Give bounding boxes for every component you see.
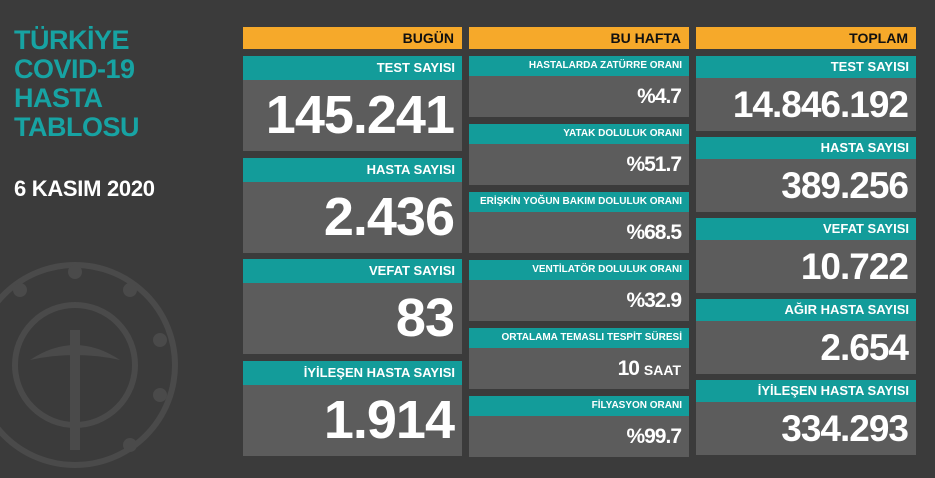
stat-value-box: 145.241 xyxy=(243,80,462,151)
emblem xyxy=(0,262,178,468)
stat-label: İYİLEŞEN HASTA SAYISI xyxy=(243,360,462,385)
stat-value-box: 1.914 xyxy=(243,384,462,456)
stat-value: %32.9 xyxy=(626,289,682,312)
title-line: TABLOSU xyxy=(14,112,140,142)
stat-label: VEFAT SAYISI xyxy=(696,218,916,240)
stat-card: ORTALAMA TEMASLI TESPİT SÜRESİ 10 SAAT xyxy=(469,328,689,389)
stat-card: VEFAT SAYISI 10.722 xyxy=(696,218,916,293)
stat-value-box: 10.722 xyxy=(696,240,916,293)
stat-value-box: 14.846.192 xyxy=(696,78,916,131)
stat-label: FİLYASYON ORANI xyxy=(469,396,689,416)
stat-label: AĞIR HASTA SAYISI xyxy=(696,299,916,321)
stat-label: HASTALARDA ZATÜRRE ORANI xyxy=(469,56,689,76)
stat-card: İYİLEŞEN HASTA SAYISI 334.293 xyxy=(696,380,916,455)
stat-value: 1.914 xyxy=(323,389,455,450)
stat-value-box: 83 xyxy=(243,283,462,354)
stat-value-box: %32.9 xyxy=(469,280,689,321)
stat-label: ERİŞKİN YOĞUN BAKIM DOLULUK ORANI xyxy=(469,192,689,212)
stat-card: FİLYASYON ORANI %99.7 xyxy=(469,396,689,457)
stat-value: %68.5 xyxy=(626,221,682,244)
stat-value-box: 334.293 xyxy=(696,402,916,455)
stat-card: HASTA SAYISI 2.436 xyxy=(243,157,462,253)
stat-value-box: %4.7 xyxy=(469,76,689,117)
title-line: TÜRKİYE xyxy=(14,25,130,55)
stat-card: AĞIR HASTA SAYISI 2.654 xyxy=(696,299,916,374)
stat-card: TEST SAYISI 145.241 xyxy=(243,56,462,151)
stat-label: TEST SAYISI xyxy=(243,56,462,80)
date: 6 KASIM 2020 xyxy=(14,176,155,201)
stat-value: 334.293 xyxy=(781,408,909,449)
stat-label: HASTA SAYISI xyxy=(243,157,462,182)
stat-label: İYİLEŞEN HASTA SAYISI xyxy=(696,380,916,402)
stat-value-box: %68.5 xyxy=(469,212,689,253)
stat-value: 2.654 xyxy=(820,327,909,368)
stat-card: YATAK DOLULUK ORANI %51.7 xyxy=(469,124,689,185)
stat-card: İYİLEŞEN HASTA SAYISI 1.914 xyxy=(243,360,462,456)
stat-value-box: 389.256 xyxy=(696,159,916,212)
stat-value-box: 2.654 xyxy=(696,321,916,374)
stat-value-box: %99.7 xyxy=(469,416,689,457)
column-heading: BU HAFTA xyxy=(469,27,689,49)
stat-value: 10 xyxy=(617,357,640,380)
stat-card: HASTALARDA ZATÜRRE ORANI %4.7 xyxy=(469,56,689,117)
title: TÜRKİYE COVID-19 HASTA TABLOSU xyxy=(14,25,140,142)
stat-unit: SAAT xyxy=(643,362,681,378)
stat-label: ORTALAMA TEMASLI TESPİT SÜRESİ xyxy=(469,328,689,348)
stat-value: 14.846.192 xyxy=(732,84,909,125)
stat-label: VENTİLATÖR DOLULUK ORANI xyxy=(469,260,689,280)
stat-card: HASTA SAYISI 389.256 xyxy=(696,137,916,212)
stat-value: %99.7 xyxy=(626,425,682,448)
stat-label: TEST SAYISI xyxy=(696,56,916,78)
stat-value: 389.256 xyxy=(781,165,909,206)
stat-label: VEFAT SAYISI xyxy=(243,259,462,283)
title-line: COVID-19 xyxy=(14,54,135,84)
stat-value: %4.7 xyxy=(637,85,682,108)
stat-value: %51.7 xyxy=(626,153,682,176)
stat-card: ERİŞKİN YOĞUN BAKIM DOLULUK ORANI %68.5 xyxy=(469,192,689,253)
title-line: HASTA xyxy=(14,83,103,113)
stat-value-box: 10 SAAT xyxy=(469,348,689,389)
stat-value: 145.241 xyxy=(265,85,455,145)
stat-label: YATAK DOLULUK ORANI xyxy=(469,124,689,144)
stat-card: TEST SAYISI 14.846.192 xyxy=(696,56,916,131)
column-heading: BUGÜN xyxy=(243,27,462,49)
stat-card: VEFAT SAYISI 83 xyxy=(243,259,462,354)
column-heading: TOPLAM xyxy=(696,27,916,49)
stat-card: VENTİLATÖR DOLULUK ORANI %32.9 xyxy=(469,260,689,321)
stat-value: 83 xyxy=(395,288,455,348)
stat-value-box: %51.7 xyxy=(469,144,689,185)
stat-label: HASTA SAYISI xyxy=(696,137,916,159)
stat-value-box: 2.436 xyxy=(243,181,462,253)
stat-value: 2.436 xyxy=(323,186,455,247)
stat-value: 10.722 xyxy=(800,246,909,287)
